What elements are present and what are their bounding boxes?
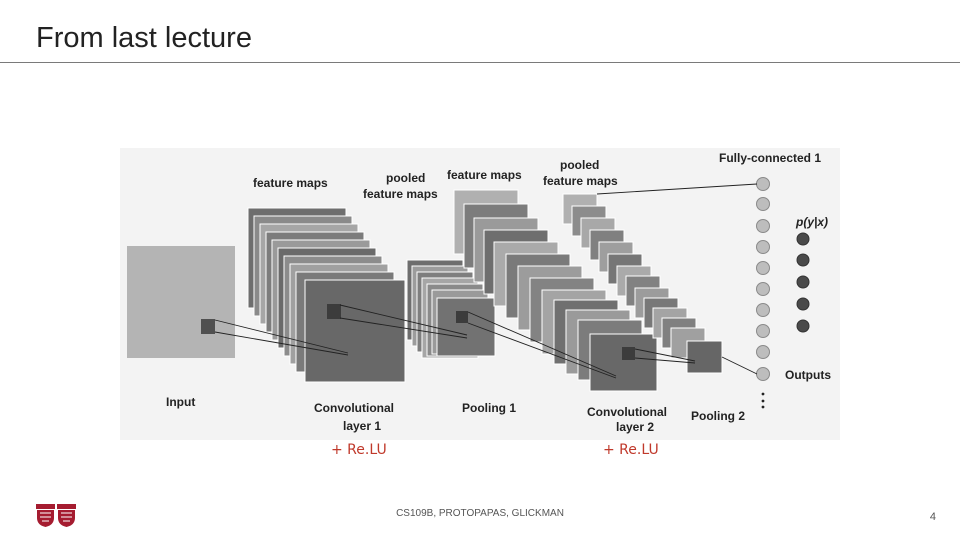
pool1-label: Pooling 1 xyxy=(462,401,516,415)
relu-label-left: + Re.LU xyxy=(331,442,387,458)
conv2-label-line2: layer 2 xyxy=(616,420,654,434)
cnn-diagram-svg: feature maps pooled feature maps feature… xyxy=(127,151,831,434)
feature-maps-label-2: feature maps xyxy=(447,168,522,182)
slide-title: From last lecture xyxy=(36,22,252,54)
harvard-logo xyxy=(36,504,76,533)
conv2-label-line1: Convolutional xyxy=(587,405,667,419)
conv1-receptive-field xyxy=(327,304,341,319)
conv1-label-line1: Convolutional xyxy=(314,401,394,415)
conv1-label-line2: layer 1 xyxy=(343,419,381,433)
page-number: 4 xyxy=(929,511,936,523)
probability-label: p(y|x) xyxy=(795,215,828,229)
title-divider xyxy=(0,62,960,63)
input-receptive-field xyxy=(201,319,215,334)
output-neurons xyxy=(796,232,810,333)
feature-maps-label-1: feature maps xyxy=(253,176,328,190)
conv1-to-pool1-lines xyxy=(339,304,468,339)
conv2-to-pool2-lines xyxy=(634,348,696,364)
pooled-label-1-line2: feature maps xyxy=(363,187,438,201)
input-image xyxy=(127,246,235,358)
fc-ellipsis-dots xyxy=(761,392,765,409)
fully-connected-neurons xyxy=(756,177,770,381)
cnn-architecture-diagram: feature maps pooled feature maps feature… xyxy=(120,148,840,440)
pooled-label-2-line2: feature maps xyxy=(543,174,618,188)
pooled-label-1-line1: pooled xyxy=(386,171,425,185)
pooled-label-2-line1: pooled xyxy=(560,158,599,172)
slide-footer: CS109B, PROTOPAPAS, GLICKMAN xyxy=(396,508,564,519)
pool2-feature-map-stack xyxy=(562,193,723,374)
input-to-conv1-lines xyxy=(214,319,349,356)
input-label: Input xyxy=(166,395,195,409)
pool1-to-conv2-lines xyxy=(467,311,617,379)
outputs-label: Outputs xyxy=(785,368,831,382)
conv2-receptive-field xyxy=(622,347,635,360)
pool1-receptive-field xyxy=(456,311,468,323)
conv1-feature-map-stack xyxy=(247,207,406,383)
pool2-to-fc-lines xyxy=(596,183,758,375)
pool2-label: Pooling 2 xyxy=(691,409,745,423)
relu-label-right: + Re.LU xyxy=(603,442,659,458)
fully-connected-label: Fully-connected 1 xyxy=(719,151,821,165)
